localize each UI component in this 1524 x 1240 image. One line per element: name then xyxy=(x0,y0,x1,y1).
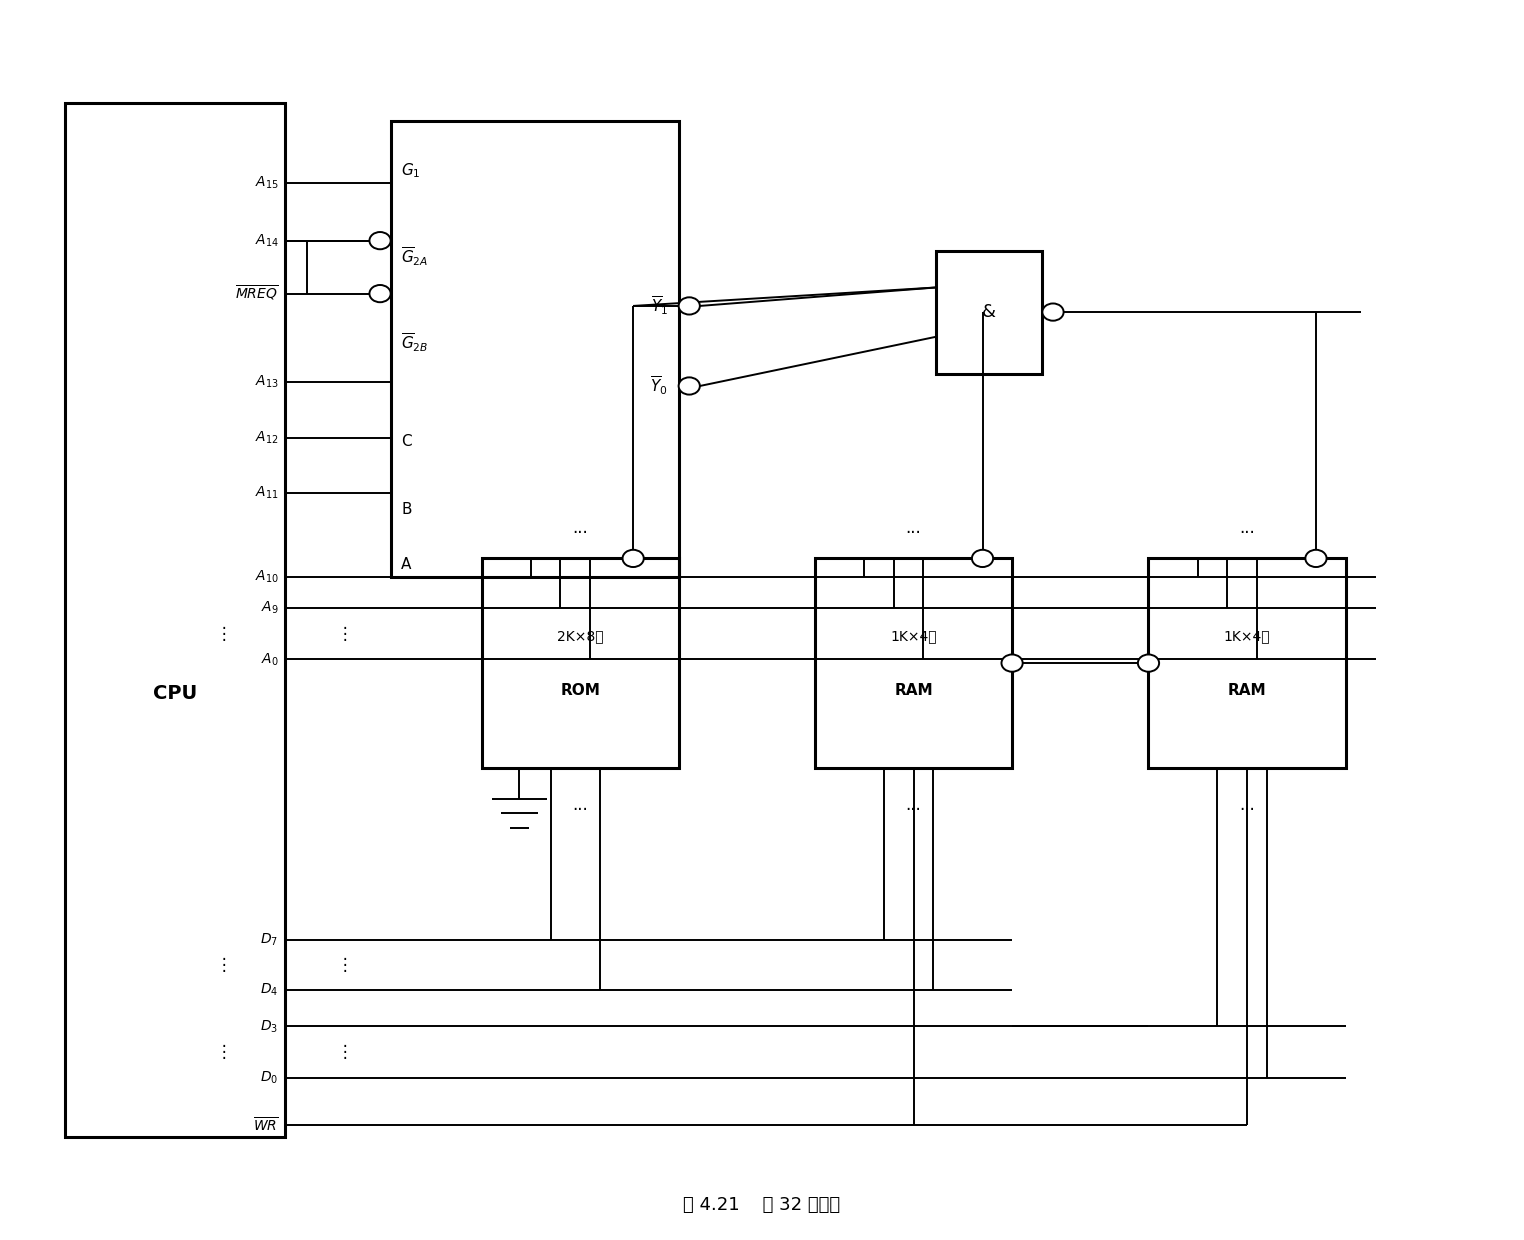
Text: A: A xyxy=(401,557,411,572)
Text: $A_{9}$: $A_{9}$ xyxy=(261,599,279,616)
Circle shape xyxy=(1306,549,1326,567)
Text: $D_{3}$: $D_{3}$ xyxy=(261,1018,279,1034)
Text: $A_{12}$: $A_{12}$ xyxy=(255,429,279,446)
Text: $\overline{WR}$: $\overline{WR}$ xyxy=(253,1116,279,1135)
Text: B: B xyxy=(401,502,411,517)
Circle shape xyxy=(972,549,994,567)
Circle shape xyxy=(369,232,390,249)
Text: ⋮: ⋮ xyxy=(215,625,232,642)
Text: &: & xyxy=(983,303,997,321)
Text: ...: ... xyxy=(572,518,588,537)
Text: $G_1$: $G_1$ xyxy=(401,161,421,180)
Text: $\overline{G}_{2A}$: $\overline{G}_{2A}$ xyxy=(401,246,428,268)
Text: $\overline{G}_{2B}$: $\overline{G}_{2B}$ xyxy=(401,331,428,355)
Text: ...: ... xyxy=(1239,518,1254,537)
Circle shape xyxy=(623,549,643,567)
Text: $A_{10}$: $A_{10}$ xyxy=(255,569,279,585)
Text: ⋮: ⋮ xyxy=(337,956,354,973)
Bar xyxy=(66,103,285,1137)
Text: $\overline{MREQ}$: $\overline{MREQ}$ xyxy=(235,284,279,304)
Text: $A_{14}$: $A_{14}$ xyxy=(255,232,279,249)
Text: $A_{15}$: $A_{15}$ xyxy=(255,175,279,191)
Text: ⋮: ⋮ xyxy=(337,1043,354,1061)
Circle shape xyxy=(1138,655,1160,672)
Text: ...: ... xyxy=(905,796,922,813)
Bar xyxy=(1149,558,1346,768)
Bar xyxy=(936,250,1042,373)
Circle shape xyxy=(1001,655,1023,672)
Text: $A_{0}$: $A_{0}$ xyxy=(261,651,279,667)
Circle shape xyxy=(678,377,700,394)
Text: RAM: RAM xyxy=(1228,683,1266,698)
Text: $D_{7}$: $D_{7}$ xyxy=(261,932,279,949)
Text: 图 4.21    第 32 题答图: 图 4.21 第 32 题答图 xyxy=(683,1197,841,1214)
Text: RAM: RAM xyxy=(895,683,933,698)
Text: 1K×4位: 1K×4位 xyxy=(1224,629,1271,642)
Circle shape xyxy=(369,285,390,303)
Text: ⋮: ⋮ xyxy=(215,956,232,973)
Text: $A_{13}$: $A_{13}$ xyxy=(255,374,279,391)
Text: $\overline{Y}_1$: $\overline{Y}_1$ xyxy=(651,295,668,317)
Bar xyxy=(390,122,678,577)
Text: $D_{4}$: $D_{4}$ xyxy=(261,981,279,998)
Circle shape xyxy=(1042,304,1064,321)
Text: ...: ... xyxy=(905,518,922,537)
Text: ⋮: ⋮ xyxy=(215,1043,232,1061)
Bar xyxy=(482,558,678,768)
Text: 1K×4位: 1K×4位 xyxy=(890,629,937,642)
Text: ROM: ROM xyxy=(561,683,600,698)
Bar xyxy=(815,558,1012,768)
Text: $A_{11}$: $A_{11}$ xyxy=(255,485,279,501)
Text: $\overline{Y}_0$: $\overline{Y}_0$ xyxy=(651,374,668,397)
Text: ...: ... xyxy=(1239,796,1254,813)
Text: CPU: CPU xyxy=(152,684,197,703)
Text: $D_{0}$: $D_{0}$ xyxy=(261,1070,279,1086)
Text: C: C xyxy=(401,434,411,449)
Text: ⋮: ⋮ xyxy=(337,625,354,642)
Circle shape xyxy=(678,298,700,315)
Text: ...: ... xyxy=(572,796,588,813)
Text: 2K×8位: 2K×8位 xyxy=(556,629,604,642)
